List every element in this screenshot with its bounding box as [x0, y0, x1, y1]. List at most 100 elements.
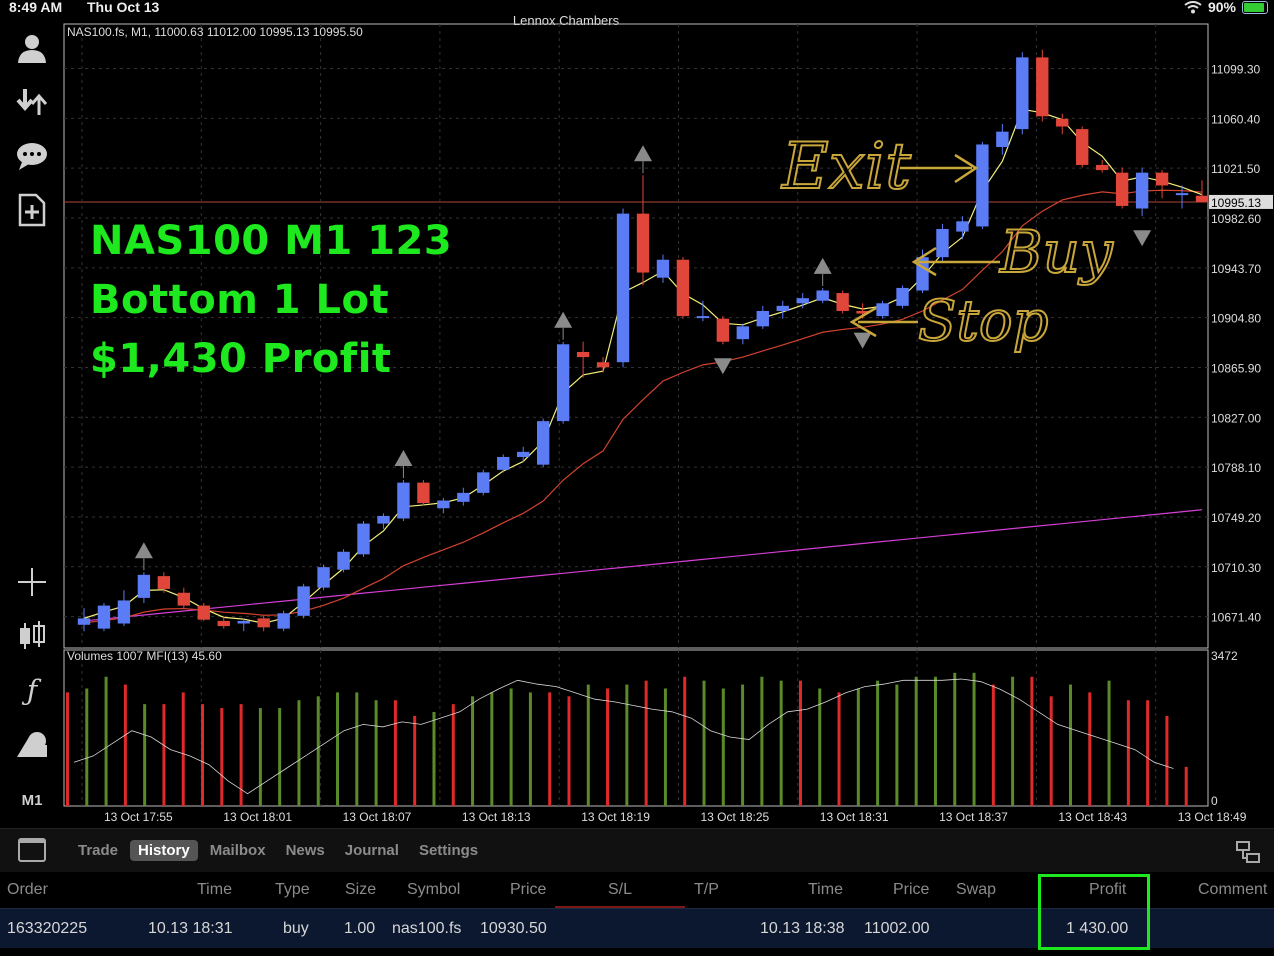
- calendar-icon[interactable]: [18, 838, 46, 862]
- volume-bar: [162, 704, 166, 806]
- volume-max-label: 3472: [1211, 649, 1238, 663]
- volume-bar: [336, 692, 340, 806]
- tab-settings[interactable]: Settings: [418, 842, 479, 859]
- y-tick-label: 11060.40: [1211, 112, 1260, 126]
- candlestick-icon[interactable]: [14, 618, 50, 654]
- volume-bar: [702, 680, 706, 806]
- overlay-line-2: Bottom 1 Lot: [90, 277, 390, 323]
- col-type[interactable]: Type: [275, 881, 310, 898]
- x-tick-label: 13 Oct 18:43: [1058, 810, 1127, 824]
- buy-arrow: [911, 246, 1000, 277]
- y-tick-label: 10671.40: [1211, 611, 1261, 625]
- volume-bar: [760, 676, 764, 806]
- signal-up-arrow: [634, 145, 652, 162]
- volume-bar: [644, 680, 648, 806]
- price-chart[interactable]: 11099.30 11060.40 11021.50 10982.60 10943.70…: [0, 0, 1274, 828]
- handwritten-stop: Stop: [918, 289, 1048, 354]
- col-symbol[interactable]: Symbol: [407, 881, 461, 898]
- mfi-line: [73, 678, 1174, 795]
- candle-body: [976, 144, 989, 227]
- candle-body: [297, 586, 310, 616]
- candle-body: [117, 600, 131, 624]
- volume-bar: [567, 696, 571, 806]
- volume-bar: [355, 692, 359, 806]
- volume-bar: [413, 715, 417, 806]
- function-icon[interactable]: ƒ: [26, 673, 38, 707]
- wifi-icon: [1184, 0, 1202, 13]
- volume-bar: [895, 684, 899, 806]
- col-size[interactable]: Size: [345, 881, 377, 898]
- tab-journal[interactable]: Journal: [344, 842, 399, 859]
- trade-arrows-icon[interactable]: [14, 84, 50, 120]
- volume-bar: [278, 708, 282, 806]
- col-comment[interactable]: Comment: [1198, 881, 1268, 898]
- signal-down-arrow: [713, 358, 732, 375]
- candle-body: [956, 221, 969, 232]
- bottom-tab-bar: Trade History Mailbox News Journal Setti…: [0, 828, 1274, 872]
- x-tick-label: 13 Oct 18:37: [939, 810, 1008, 824]
- overlay-line-3: $1,430 Profit: [90, 336, 392, 382]
- col-open-time[interactable]: Time: [197, 881, 232, 898]
- crosshair-icon[interactable]: [14, 564, 50, 600]
- volume-bar: [914, 676, 918, 806]
- volume-bar: [779, 680, 783, 806]
- candle-body: [317, 567, 330, 588]
- col-tp[interactable]: T/P: [694, 881, 719, 898]
- volume-bar: [606, 688, 610, 806]
- ma-slow-line: [83, 509, 1203, 622]
- col-open-price[interactable]: Price: [510, 881, 547, 898]
- clock: 8:49 AM: [9, 0, 63, 15]
- candle-body: [397, 482, 410, 519]
- volume-bar: [972, 672, 976, 806]
- candle-body: [936, 229, 949, 258]
- col-sl[interactable]: S/L: [608, 881, 633, 898]
- signal-up-arrow: [554, 311, 573, 328]
- candle-body: [1135, 172, 1149, 209]
- col-order[interactable]: Order: [7, 881, 48, 898]
- x-tick-label: 13 Oct 18:31: [820, 810, 889, 824]
- volume-bar: [239, 704, 243, 806]
- chat-icon[interactable]: [14, 138, 50, 174]
- candle-body: [197, 605, 210, 620]
- candle-body: [77, 618, 91, 625]
- volume-bar: [856, 688, 860, 806]
- current-price-label: 10995.13: [1211, 196, 1261, 210]
- col-profit[interactable]: Profit: [1089, 881, 1127, 898]
- candle-body: [1036, 57, 1049, 117]
- table-row[interactable]: 163320225 10.13 18:31 buy 1.00 nas100.fs…: [0, 908, 1274, 948]
- timeframe-button[interactable]: M1: [21, 791, 43, 809]
- volume-bar: [625, 684, 629, 806]
- candle-body: [497, 456, 510, 470]
- col-close-price[interactable]: Price: [893, 881, 930, 898]
- tab-trade[interactable]: Trade: [78, 842, 119, 859]
- tab-history[interactable]: History: [130, 840, 198, 861]
- volume-bar: [876, 680, 880, 806]
- x-tick-label: 13 Oct 18:49: [1178, 810, 1247, 824]
- current-price-tag: [1209, 194, 1273, 209]
- volume-bar: [528, 692, 532, 806]
- volume-bar: [490, 692, 494, 806]
- tab-mailbox[interactable]: Mailbox: [209, 842, 266, 859]
- tab-news[interactable]: News: [285, 842, 325, 859]
- volume-bar: [1126, 700, 1130, 806]
- candle-body: [1115, 172, 1129, 206]
- volume-bar: [721, 688, 725, 806]
- candle-body: [1195, 195, 1209, 203]
- candle-body: [457, 492, 470, 502]
- candle-body: [796, 298, 809, 304]
- new-document-icon[interactable]: [14, 192, 50, 228]
- volume-bar: [85, 688, 89, 806]
- volume-bar: [991, 684, 995, 806]
- volume-bar: [1165, 715, 1169, 806]
- account-icon[interactable]: [14, 30, 50, 66]
- volume-bar: [471, 696, 475, 806]
- objects-icon[interactable]: [14, 726, 50, 762]
- layout-icon[interactable]: [1236, 841, 1260, 863]
- candle-body: [756, 310, 769, 327]
- col-close-time[interactable]: Time: [808, 881, 843, 898]
- volume-bar: [316, 696, 320, 806]
- col-swap[interactable]: Swap: [956, 881, 997, 898]
- y-tick-label: 11099.30: [1211, 63, 1260, 77]
- battery-icon: [1242, 0, 1268, 14]
- candle-body: [177, 592, 191, 606]
